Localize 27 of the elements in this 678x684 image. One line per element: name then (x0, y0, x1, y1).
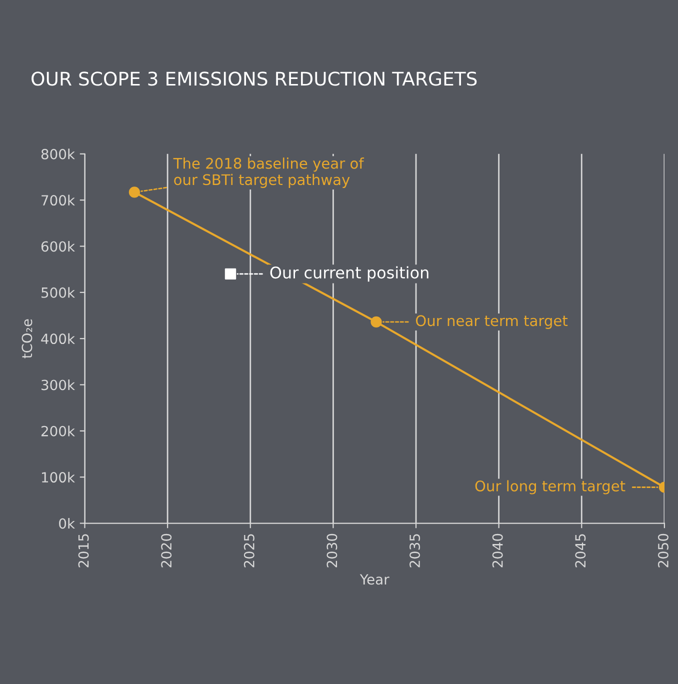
x-tick-label: 2040 (492, 534, 503, 568)
x-tick-label: 2025 (244, 534, 254, 568)
x-axis-title: Year (360, 574, 390, 585)
x-tick-label: 2035 (410, 534, 420, 568)
y-tick-label: 700k (42, 194, 75, 206)
y-tick-label: 800k (41, 148, 75, 160)
y-tick-label: 600k (41, 240, 75, 252)
x-tick-label: 2020 (161, 534, 172, 568)
annotation: Our near term target (416, 315, 568, 330)
y-tick-label: 400k (41, 333, 75, 344)
annotation: Our long term target (475, 480, 626, 494)
x-tick-label: 2030 (326, 534, 338, 568)
x-tick-label: 2015 (78, 534, 89, 568)
y-tick-label: 0k (59, 518, 75, 529)
annotation: The 2018 baseline year of our SBTi target pathway (173, 158, 364, 188)
y-tick-label: 300k (42, 379, 75, 390)
annotation: Our current position (270, 266, 428, 282)
point (128, 186, 140, 198)
x-tick-label: 2045 (575, 534, 586, 568)
y-tick-label: 100k (42, 472, 75, 483)
point (224, 268, 236, 280)
y-axis-title: tCO₂e (22, 319, 32, 358)
chart-title: OUR SCOPE 3 EMISSIONS REDUCTION TARGETS (32, 72, 477, 86)
point (370, 316, 382, 328)
x-tick-label: 2050 (658, 534, 668, 568)
y-tick-label: 200k (41, 426, 75, 436)
y-tick-label: 500k (42, 287, 75, 298)
